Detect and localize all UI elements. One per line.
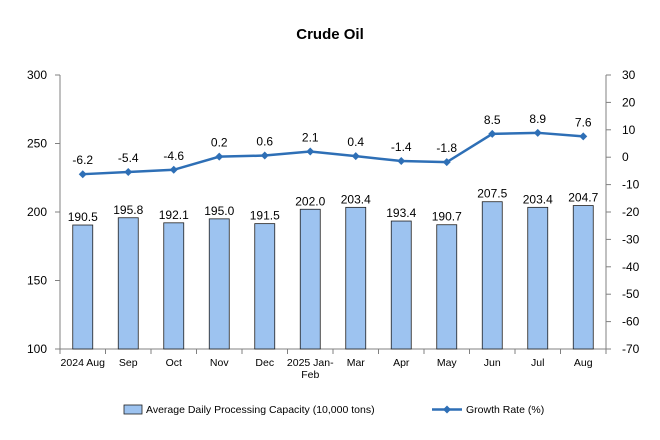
y-right-tick-label: 30 — [622, 68, 636, 82]
x-tick-label: 2025 Jan- — [287, 357, 334, 369]
y-right-tick-label: 0 — [622, 150, 629, 164]
y-left-tick-label: 150 — [27, 274, 47, 288]
bar — [527, 206, 549, 350]
line-data-label: -5.4 — [118, 151, 139, 165]
bar — [254, 223, 276, 350]
growth-rate-point — [169, 165, 178, 174]
x-tick-label: Nov — [210, 357, 229, 369]
bar-data-label: 192.1 — [159, 208, 189, 222]
x-tick-label: Apr — [393, 357, 410, 369]
y-right-tick-label: -40 — [622, 260, 640, 274]
legend-bar-swatch — [123, 404, 143, 415]
x-tick-label: Sep — [119, 357, 138, 369]
growth-rate-point — [351, 152, 360, 161]
x-tick-label: Dec — [255, 357, 274, 369]
bar — [481, 201, 503, 350]
bar — [572, 205, 594, 350]
legend-line-label: Growth Rate (%) — [466, 404, 544, 416]
y-left-tick-label: 100 — [27, 342, 47, 356]
bar — [345, 206, 367, 350]
growth-rate-point — [78, 170, 87, 179]
x-tick-label: 2024 Aug — [61, 357, 106, 369]
growth-rate-point — [442, 158, 451, 167]
x-tick-label: Feb — [301, 369, 319, 381]
line-data-label: 8.5 — [484, 113, 501, 127]
growth-rate-line — [82, 131, 584, 176]
line-data-label: -6.2 — [72, 153, 93, 167]
bar-data-label: 195.0 — [204, 204, 234, 218]
y-left-tick-label: 200 — [27, 205, 47, 219]
bar — [299, 208, 321, 350]
bar-data-label: 193.4 — [386, 206, 416, 220]
y-right-tick-label: -60 — [622, 315, 640, 329]
bar — [117, 217, 139, 350]
line-data-label: -1.4 — [391, 140, 412, 154]
y-right-tick-label: 20 — [622, 95, 636, 109]
bar — [208, 218, 230, 350]
line-data-label: -4.6 — [163, 149, 184, 163]
x-tick-label: Jul — [531, 357, 544, 369]
bar-data-label: 195.8 — [113, 203, 143, 217]
y-right-tick-label: -70 — [622, 342, 640, 356]
bar-data-label: 207.5 — [477, 187, 507, 201]
bar-data-label: 190.5 — [68, 210, 98, 224]
bar-data-label: 204.7 — [568, 191, 598, 205]
bar — [436, 224, 458, 350]
y-left-tick-label: 300 — [27, 68, 47, 82]
line-data-label: 8.9 — [529, 112, 546, 126]
y-right-tick-label: -10 — [622, 178, 640, 192]
line-data-label: 0.2 — [211, 136, 228, 150]
line-data-label: 0.6 — [256, 135, 273, 149]
x-tick-label: Mar — [347, 357, 366, 369]
y-left-tick-label: 250 — [27, 137, 47, 151]
growth-rate-point — [533, 128, 542, 137]
bar-data-label: 202.0 — [295, 194, 325, 208]
y-right-tick-label: 10 — [622, 123, 636, 137]
bar — [72, 224, 94, 350]
bar-data-label: 203.4 — [341, 192, 371, 206]
x-tick-label: May — [437, 357, 458, 369]
growth-rate-point — [488, 129, 497, 138]
x-tick-label: Jun — [484, 357, 501, 369]
line-data-label: -1.8 — [436, 141, 457, 155]
legend-line-marker — [443, 405, 451, 414]
y-right-tick-label: -20 — [622, 205, 640, 219]
bar-data-label: 190.7 — [432, 210, 462, 224]
x-tick-label: Oct — [166, 357, 182, 369]
bar — [390, 220, 412, 350]
growth-rate-point — [579, 132, 588, 141]
bar-data-label: 203.4 — [523, 192, 553, 206]
bar-data-label: 191.5 — [250, 209, 280, 223]
growth-rate-point — [124, 167, 133, 176]
growth-rate-point — [397, 157, 406, 166]
legend-bar-label: Average Daily Processing Capacity (10,00… — [146, 404, 375, 416]
line-data-label: 2.1 — [302, 130, 319, 144]
x-tick-label: Aug — [574, 357, 593, 369]
growth-rate-point — [215, 152, 224, 161]
growth-rate-point — [260, 151, 269, 160]
line-data-label: 7.6 — [575, 115, 592, 129]
bar — [163, 222, 185, 350]
y-right-tick-label: -50 — [622, 287, 640, 301]
chart-title: Crude Oil — [296, 26, 364, 43]
line-data-label: 0.4 — [347, 135, 364, 149]
y-right-tick-label: -30 — [622, 232, 640, 246]
growth-rate-point — [306, 147, 315, 156]
